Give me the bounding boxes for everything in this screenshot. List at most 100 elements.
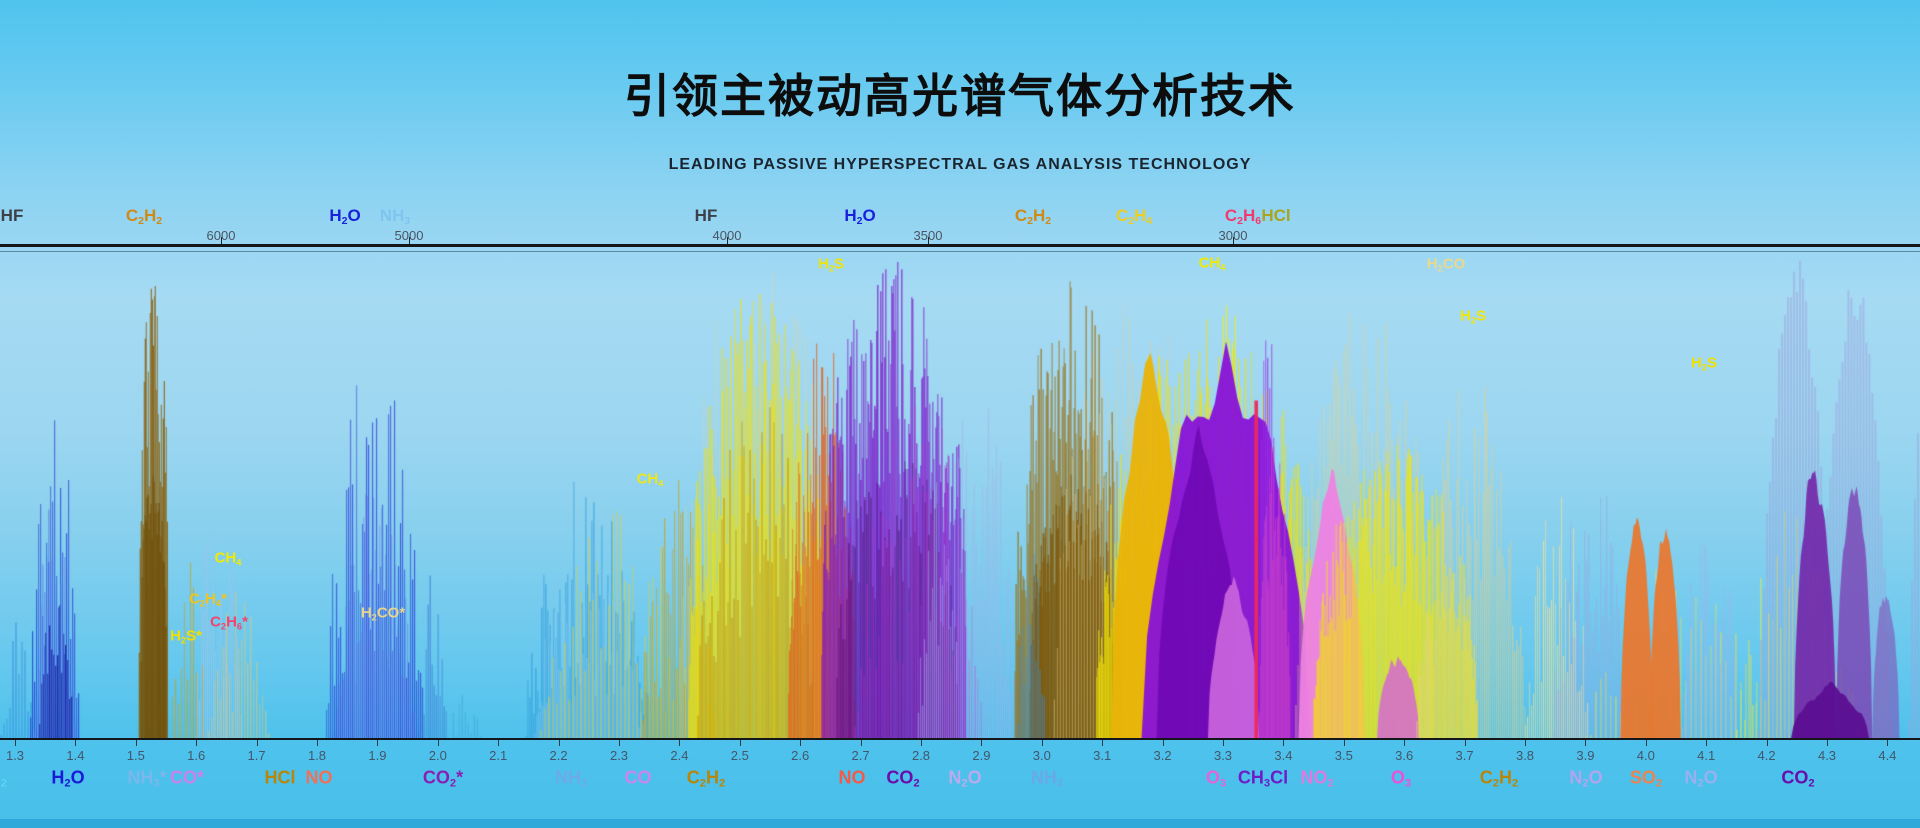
bottom-axis-tick-label: 1.9	[368, 748, 387, 763]
bottom-axis-tick-label: 4.3	[1817, 748, 1837, 763]
chart-annotation: H2CO*	[360, 604, 406, 623]
gas-label-bottom: HCl	[264, 767, 296, 788]
bottom-axis-tickmark	[317, 740, 318, 746]
gas-label-top: C2H2	[125, 206, 163, 228]
bottom-axis-tick-label: 3.9	[1576, 748, 1595, 763]
bottom-axis-line	[0, 738, 1920, 740]
top-axis-tick-label: 6000	[206, 228, 236, 243]
gas-label-bottom: N2O	[1684, 767, 1718, 790]
gas-label-bottom: 2	[0, 777, 8, 790]
gas-label-bottom: C2H2	[686, 767, 726, 790]
bottom-axis-tickmark	[739, 740, 741, 746]
bottom-axis-tickmark	[1766, 740, 1768, 746]
gas-label-bottom: CO2	[1781, 767, 1815, 790]
gas-label-top: C2H4	[1115, 206, 1153, 228]
bottom-axis-tick-label: 3.5	[1334, 748, 1353, 763]
bottom-axis-tick-label: 4.4	[1878, 748, 1897, 763]
gas-label-bottom: C2H2	[1479, 767, 1519, 790]
gas-label-bottom: CO2*	[422, 767, 464, 790]
gas-label-top: HF	[0, 206, 24, 225]
bottom-axis-tickmark	[1283, 740, 1285, 746]
bottom-axis-tickmark	[1585, 740, 1587, 746]
bottom-axis-tickmark	[377, 740, 379, 746]
gas-label-top: C2H2	[1014, 206, 1052, 228]
bottom-axis-tick-label: 1.4	[66, 748, 85, 763]
bottom-axis-tick-label: 1.3	[5, 748, 25, 763]
bottom-axis-tick-label: 3.7	[1455, 748, 1474, 763]
top-axis-tick-label: 5000	[394, 228, 424, 243]
bottom-axis-tickmark	[800, 740, 802, 746]
bottom-axis-tickmark	[619, 740, 620, 746]
bottom-axis-tickmark	[1343, 740, 1345, 746]
bottom-axis-tick-label: 2.8	[911, 748, 931, 763]
chart-annotation: C2H4*	[189, 590, 227, 609]
bottom-axis-tick-label: 2.0	[428, 748, 447, 763]
gas-label-bottom: H2O	[51, 767, 85, 790]
bottom-axis-tick-label: 4.1	[1697, 748, 1716, 763]
top-axis-tickmark	[928, 237, 929, 244]
bottom-axis-tickmark	[75, 740, 77, 746]
bottom-axis-tickmark	[1162, 740, 1164, 746]
bottom-axis-tickmark	[256, 740, 258, 746]
bottom-axis-tick-label: 2.7	[851, 748, 870, 763]
bottom-axis-tick-label: 1.7	[247, 748, 266, 763]
top-axis-tickmark	[1233, 237, 1234, 244]
bottom-axis-tickmark	[1404, 740, 1406, 746]
bottom-axis-tick-label: 3.0	[1032, 748, 1051, 763]
top-axis-tickmark	[409, 237, 410, 244]
gas-label-bottom: NH3*	[127, 767, 167, 790]
gas-label-bottom: NH3	[554, 767, 588, 790]
chart-annotation: CH4	[1198, 254, 1226, 273]
chart-annotation: C2H6*	[210, 613, 248, 632]
bottom-axis-tick-label: 1.6	[187, 748, 206, 763]
gas-label-bottom: N2O	[1569, 767, 1603, 790]
bottom-axis-tick-label: 4.0	[1636, 748, 1655, 763]
gas-label-bottom: O3	[1390, 767, 1412, 790]
bottom-axis-tick-label: 1.8	[307, 748, 327, 763]
bottom-axis-tick-label: 2.6	[791, 748, 810, 763]
bottom-axis-tickmark	[437, 740, 439, 746]
chart-annotation: H2S	[1690, 354, 1718, 373]
bottom-axis-tickmark	[15, 740, 16, 746]
top-axis-tick-label: 3500	[913, 228, 943, 243]
bottom-axis-tick-label: 2.9	[972, 748, 991, 763]
bottom-axis-tickmark	[1887, 740, 1889, 746]
bottom-axis-tick-label: 3.6	[1395, 748, 1414, 763]
bottom-axis-tick-label: 2.1	[489, 748, 508, 763]
page-title: 引领主被动高光谱气体分析技术	[624, 70, 1296, 122]
chart-annotation: H2S	[1459, 307, 1487, 326]
top-axis-tickmark	[221, 237, 222, 244]
bottom-axis-tickmark	[1223, 740, 1224, 746]
chart-annotation: CH4	[214, 549, 242, 568]
bottom-axis-tick-label: 3.1	[1093, 748, 1112, 763]
bottom-axis-tickmark	[1041, 740, 1043, 746]
gas-label-bottom: NO2	[1300, 767, 1334, 790]
top-axis-line	[0, 244, 1920, 247]
bottom-axis-tickmark	[135, 740, 137, 746]
bottom-axis-tickmark	[1706, 740, 1708, 746]
bottom-axis-tick-label: 2.3	[609, 748, 629, 763]
gas-label-top: HF	[694, 206, 718, 225]
gas-label-top: NH3	[379, 206, 411, 228]
gas-label-top: H2O	[844, 206, 876, 228]
bottom-axis-tick-label: 3.4	[1274, 748, 1293, 763]
bottom-axis-tickmark	[921, 740, 922, 746]
bottom-axis-tick-label: 3.8	[1515, 748, 1535, 763]
spectra-canvas	[0, 248, 1920, 740]
gas-label-bottom: CH3Cl	[1237, 767, 1289, 790]
chart-annotation: H2CO	[1426, 255, 1466, 274]
bottom-axis-tickmark	[860, 740, 862, 746]
bottom-axis-tickmark	[1525, 740, 1526, 746]
gas-label-bottom: CO2	[886, 767, 920, 790]
bottom-axis-tickmark	[1827, 740, 1828, 746]
gas-label-top: H2O	[329, 206, 361, 228]
bottom-axis-tickmark	[498, 740, 500, 746]
bottom-axis-tick-label: 2.5	[730, 748, 749, 763]
bottom-axis-tick-label: 1.5	[126, 748, 145, 763]
bottom-axis-tickmark	[558, 740, 560, 746]
gas-label-bottom: N2O	[948, 767, 982, 790]
gas-label-bottom: O3	[1205, 767, 1227, 790]
gas-label-bottom: NO	[305, 767, 333, 788]
gas-label-bottom: NH3	[1030, 767, 1064, 790]
